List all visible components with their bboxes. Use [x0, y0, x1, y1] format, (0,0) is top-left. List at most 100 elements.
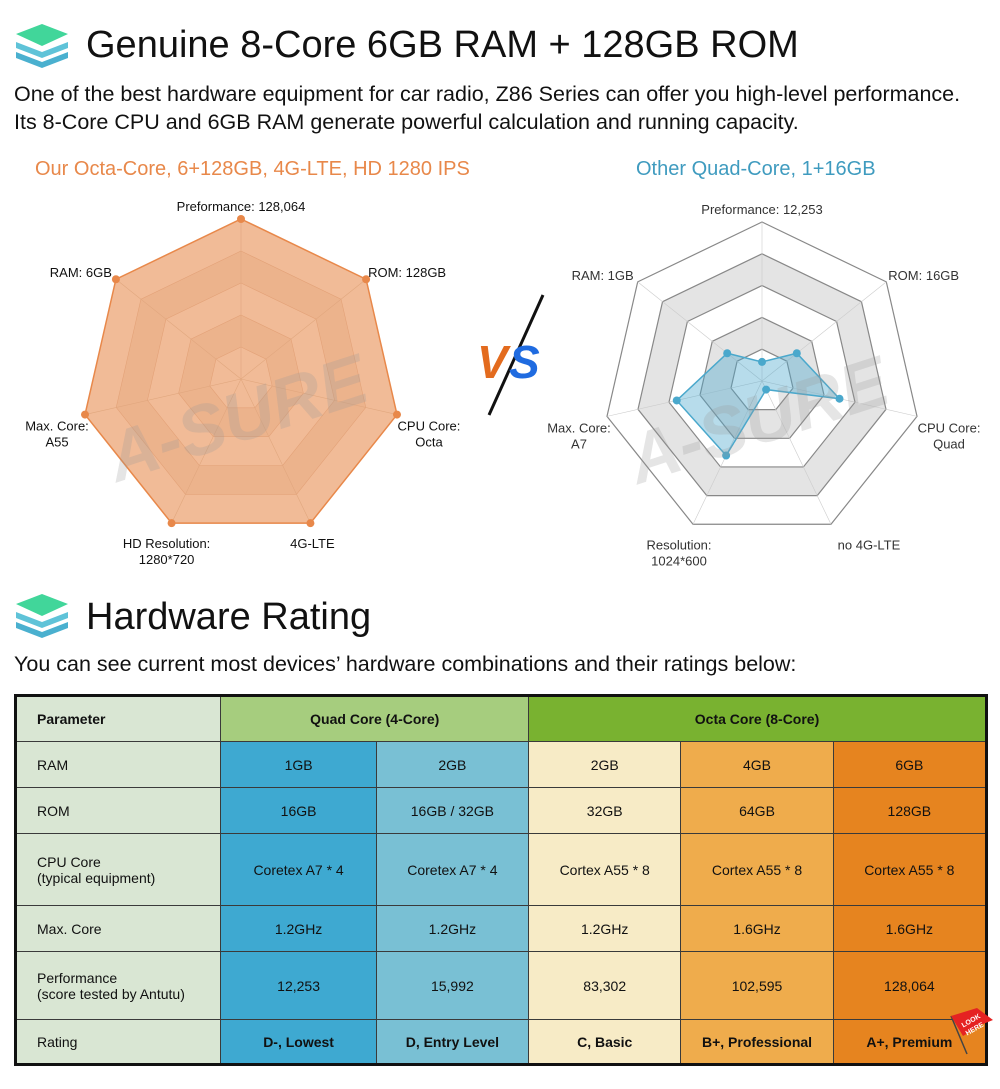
- octa-core-header: Octa Core (8-Core): [528, 695, 987, 742]
- data-point: [111, 275, 120, 284]
- table-cell: 4GB: [680, 741, 834, 788]
- table-cell: D-, Lowest: [220, 1019, 377, 1065]
- table-cell: 1.2GHz: [375, 905, 530, 952]
- axis-label: 1024*600: [651, 553, 707, 568]
- axis-label: Max. Core:: [25, 419, 89, 434]
- section2-desc: You can see current most devices’ hardwa…: [14, 652, 797, 676]
- axis-label: CPU Core:: [398, 419, 461, 434]
- row-label: Performance (score tested by Antutu): [14, 951, 222, 1020]
- table-cell: 2GB: [375, 741, 530, 788]
- table-cell: 83,302: [528, 951, 682, 1020]
- row-label: RAM: [14, 741, 222, 788]
- axis-line: [240, 378, 398, 415]
- vs-v: V: [477, 336, 511, 388]
- axis-label: CPU Core:: [918, 420, 981, 435]
- vs-s: S: [509, 336, 540, 388]
- table-cell: 15,992: [375, 951, 530, 1020]
- axis-line: [761, 281, 887, 382]
- our-chart-title: Our Octa-Core, 6+128GB, 4G-LTE, HD 1280 …: [35, 158, 470, 180]
- axis-line: [637, 281, 763, 382]
- table-row: CPU Core (typical equipment) Coretex A7 *…: [14, 833, 988, 906]
- axis-label: Max. Core:: [547, 420, 611, 435]
- section1-title: Genuine 8-Core 6GB RAM + 128GB ROM: [86, 24, 799, 66]
- data-point: [762, 385, 771, 394]
- table-row: Rating D-, Lowest D, Entry Level C, Basic B+…: [14, 1019, 988, 1065]
- table-cell: 32GB: [528, 787, 682, 834]
- data-point: [792, 349, 801, 358]
- axis-label: A55: [45, 435, 68, 450]
- table-cell: 102,595: [680, 951, 834, 1020]
- axis-label: 4G-LTE: [290, 536, 335, 551]
- table-cell: 16GB: [220, 787, 377, 834]
- data-point: [723, 349, 732, 358]
- axis-label: RAM: 6GB: [50, 265, 112, 280]
- data-point: [672, 396, 681, 405]
- hardware-rating-table: Parameter Quad Core (4-Core) Octa Core (…: [14, 694, 988, 1066]
- table-cell: 1.2GHz: [528, 905, 682, 952]
- axis-label: Octa: [415, 435, 443, 450]
- table-cell: 12,253: [220, 951, 377, 1020]
- axis-label: A7: [571, 436, 587, 451]
- axis-line: [240, 378, 311, 524]
- data-point: [237, 215, 245, 223]
- table-row: Max. Core 1.2GHz 1.2GHz 1.2GHz 1.6GHz 1.6GHz: [14, 905, 988, 952]
- table-cell: 1.2GHz: [220, 905, 377, 952]
- axis-label: ROM: 16GB: [888, 268, 959, 283]
- axis-line: [115, 279, 242, 380]
- layers-logo-icon: [16, 24, 68, 68]
- data-area: [84, 218, 398, 524]
- param-header: Parameter: [14, 695, 222, 742]
- table-cell: Cortex A55 * 8: [680, 833, 834, 906]
- table-cell: 64GB: [680, 787, 834, 834]
- axis-line: [84, 378, 242, 415]
- row-label: CPU Core (typical equipment): [14, 833, 222, 906]
- data-point: [81, 410, 90, 419]
- other-chart-title: Other Quad-Core, 1+16GB: [636, 158, 876, 180]
- data-point: [167, 519, 176, 528]
- table-cell: 16GB / 32GB: [375, 787, 530, 834]
- table-cell: C, Basic: [528, 1019, 682, 1065]
- data-point: [722, 451, 731, 460]
- data-point: [392, 410, 401, 419]
- section1-desc-line1: One of the best hardware equipment for c…: [14, 82, 961, 106]
- table-row: ROM 16GB 16GB / 32GB 32GB 64GB 128GB: [14, 787, 988, 834]
- axis-label: 1280*720: [139, 552, 195, 567]
- section2-title: Hardware Rating: [86, 596, 372, 638]
- axis-label: Resolution:: [646, 537, 711, 552]
- axis-line: [240, 279, 367, 380]
- axis-label: no 4G-LTE: [838, 537, 901, 552]
- look-here-flag-icon: LOOK HERE: [950, 1008, 993, 1055]
- axis-label: RAM: 1GB: [572, 268, 634, 283]
- vs-graphic: V S: [477, 294, 545, 416]
- table-row: Performance (score tested by Antutu) 12,2…: [14, 951, 988, 1020]
- row-label: Rating: [14, 1019, 222, 1065]
- axis-line: [171, 378, 242, 524]
- table-cell: D, Entry Level: [375, 1019, 530, 1065]
- table-cell: Cortex A55 * 8: [528, 833, 682, 906]
- axis-label: Preformance: 128,064: [177, 199, 306, 214]
- axis-label: Preformance: 12,253: [701, 202, 822, 217]
- table-cell: 1.6GHz: [680, 905, 834, 952]
- table-cell: 1.6GHz: [832, 905, 988, 952]
- axis-line: [761, 380, 832, 525]
- axis-line: [606, 380, 763, 417]
- axis-label: Quad: [933, 436, 965, 451]
- table-cell: Coretex A7 * 4: [375, 833, 530, 906]
- data-point: [835, 394, 844, 403]
- table-cell: 128,064: [832, 951, 988, 1020]
- data-point: [306, 519, 315, 528]
- table-cell: Cortex A55 * 8: [832, 833, 988, 906]
- row-label: ROM: [14, 787, 222, 834]
- table-cell: Coretex A7 * 4: [220, 833, 377, 906]
- table-cell: 128GB: [832, 787, 988, 834]
- section1-desc-line2: Its 8-Core CPU and 6GB RAM generate powe…: [14, 110, 799, 134]
- data-point: [758, 357, 766, 366]
- layers-logo-icon: [16, 594, 68, 638]
- table-cell: B+, Professional: [680, 1019, 834, 1065]
- row-label: Max. Core: [14, 905, 222, 952]
- table-cell: 6GB: [832, 741, 988, 788]
- table-cell: 1GB: [220, 741, 377, 788]
- data-point: [362, 275, 371, 284]
